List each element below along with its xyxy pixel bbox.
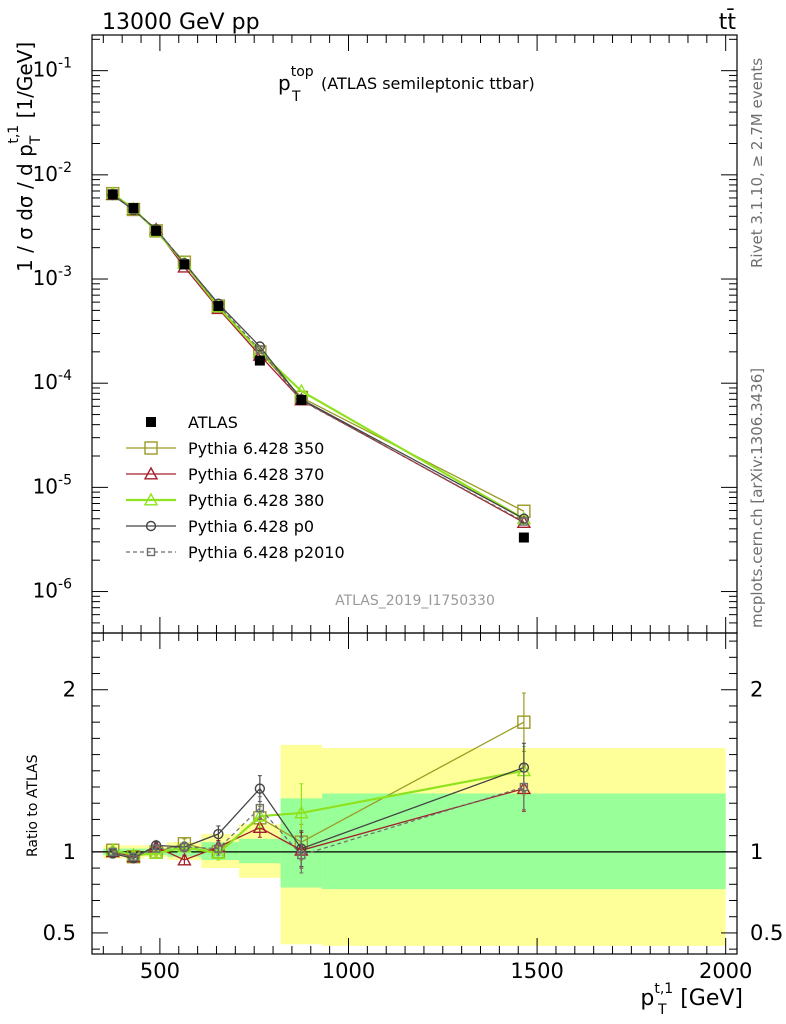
ratio-point-2-6: [294, 805, 309, 819]
legend-marker-5: [146, 547, 156, 557]
mcplots-label: mcplots.cern.ch [arXiv:1306.3436]: [748, 368, 766, 628]
main-point-5-7: [519, 517, 529, 526]
ratio-point-4-2: [151, 844, 161, 853]
legend-marker-1: [144, 441, 158, 455]
main-ytick-label-1: 10-5: [33, 472, 72, 498]
legend-label-4: Pythia 6.428 p0: [188, 517, 314, 536]
main-point-0-7: [518, 532, 529, 543]
ratio-point-4-4: [214, 844, 223, 853]
ratio-panel: 500 1000 1500 2000 0.5 0.5 1 1 2 2 Ratio to ATLAS: [25, 632, 783, 983]
ratio-ytick-label-right-2: 2: [750, 678, 763, 702]
main-point-4-5: [254, 341, 266, 352]
ratio-point-4-7: [519, 782, 529, 792]
xtick-label-2: 1500: [510, 959, 563, 983]
header-left: 13000 GeV pp: [102, 10, 260, 35]
legend-label-5: Pythia 6.428 p2010: [188, 543, 345, 562]
ratio-ytick-label-right-0: 0.5: [750, 921, 783, 945]
main-ytick-label-2: 10-4: [33, 368, 73, 394]
ratio-point-4-5: [255, 803, 265, 813]
chart-title: ptop: [278, 64, 314, 95]
main-point-0-2: [151, 225, 162, 236]
analysis-watermark: ATLAS_2019_I1750330: [335, 593, 495, 609]
ratio-point-4-3: [180, 842, 189, 852]
chart-title-sup: top: [291, 64, 314, 80]
x-axis-label-sub: T: [657, 1002, 667, 1018]
ratio-point-2-2: [148, 846, 164, 859]
main-point-0-4: [213, 301, 224, 312]
ratio-point-0-7: [517, 715, 531, 729]
xtick-label-3: 2000: [699, 959, 752, 983]
chart-title-main: p: [278, 71, 291, 95]
band-stat-5: [239, 838, 281, 864]
ratio-point-2-5: [252, 808, 268, 822]
ratio-point-4-1: [129, 852, 138, 861]
ratio-line-4: [112, 786, 525, 858]
legend-marker-3: [143, 492, 159, 506]
main-ytick-label-3: 10-3: [33, 264, 72, 290]
ratio-point-1-5: [252, 820, 268, 834]
ratio-point-2-4: [211, 846, 226, 859]
legend-label-2: Pythia 6.428 370: [188, 465, 324, 484]
legend-marker-4: [145, 520, 157, 532]
rivet-label: Rivet 3.1.10, ≥ 2.7M events: [748, 58, 766, 268]
legend-marker-2: [143, 466, 159, 480]
main-point-0-1: [128, 203, 139, 214]
ratio-point-4-0: [108, 847, 117, 857]
ratio-point-1-3: [177, 852, 192, 866]
main-line-1: [112, 193, 525, 512]
main-ytick-label-5: 10-1: [33, 56, 72, 82]
header-right: tt̄: [719, 9, 737, 35]
xtick-label-0: 500: [140, 959, 180, 983]
main-point-0-6: [296, 394, 307, 405]
ratio-frame: [91, 632, 738, 955]
ratio-ytick-label-left-1: 1: [63, 840, 76, 864]
ratio-point-3-4: [213, 828, 224, 840]
ratio-ytick-label-left-0: 0.5: [43, 921, 76, 945]
xtick-label-1: 1000: [322, 959, 375, 983]
main-point-5-5: [255, 345, 265, 354]
ratio-ytick-label-right-1: 1: [750, 840, 763, 864]
chart-title-sub: T: [291, 89, 301, 105]
legend-label-1: Pythia 6.428 350: [188, 439, 324, 458]
main-point-0-3: [179, 259, 190, 270]
x-axis-label: pt,1 [GeV]: [640, 981, 743, 1011]
legend: ATLAS Pythia 6.428 350 Pythia 6.428 370 Pyt…: [126, 413, 345, 562]
chart-title-rest: (ATLAS semileptonic ttbar): [321, 74, 535, 93]
main-point-0-5: [254, 355, 265, 366]
main-ytick-label-0: 10-6: [33, 577, 73, 603]
ratio-point-3-5: [254, 783, 266, 794]
ratio-ylabel: Ratio to ATLAS: [25, 754, 41, 857]
legend-label-0: ATLAS: [188, 413, 238, 432]
ratio-ytick-label-left-2: 2: [63, 678, 76, 702]
legend-marker-0: [146, 417, 156, 427]
main-point-0-0: [107, 189, 118, 200]
main-panel: 10-6 10-5 10-4 10-3 10-2 10-1 ptop T (ATLAS s…: [6, 34, 738, 634]
ratio-point-4-6: [297, 850, 306, 860]
legend-label-3: Pythia 6.428 380: [188, 491, 324, 510]
main-ytick-label-4: 10-2: [33, 160, 72, 186]
